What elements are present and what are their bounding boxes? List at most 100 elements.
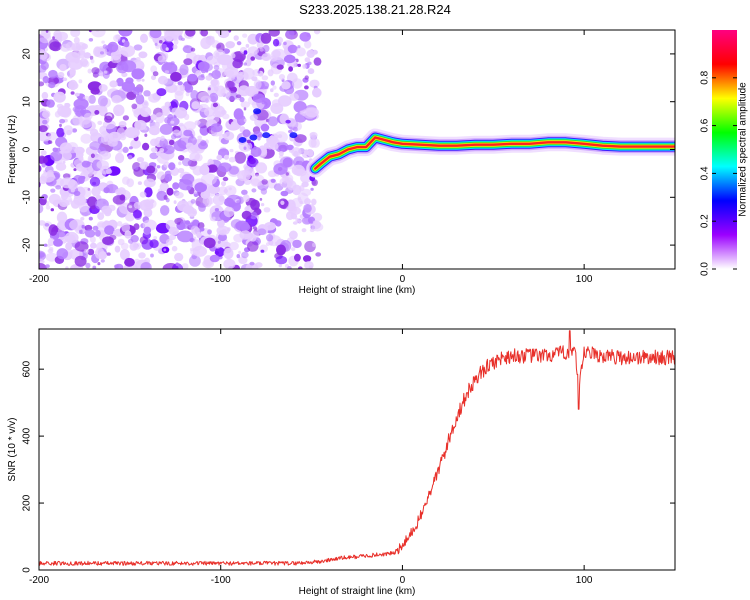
noise-blob (305, 107, 319, 118)
noise-blob (295, 217, 299, 222)
noise-blob (253, 108, 262, 115)
noise-blob (149, 199, 155, 204)
noise-blob (120, 45, 136, 57)
noise-blob (257, 137, 261, 141)
noise-blob (122, 115, 129, 121)
noise-blob (273, 92, 279, 98)
noise-blob (131, 103, 138, 110)
noise-blob (69, 219, 85, 231)
noise-blob (156, 171, 166, 180)
noise-blob (287, 266, 292, 269)
snr-data-point (656, 356, 658, 358)
noise-blob (222, 176, 229, 182)
snr-data-point (529, 355, 531, 357)
y-tick-label: 0 (22, 567, 33, 573)
noise-blob (287, 44, 298, 54)
noise-blob (209, 92, 219, 103)
noise-blob (262, 132, 271, 139)
noise-blob (291, 164, 305, 176)
noise-blob (291, 147, 302, 157)
noise-blob (272, 38, 280, 47)
noise-blob (280, 200, 285, 205)
noise-blob (306, 32, 311, 37)
noise-blob (90, 153, 95, 159)
noise-blob (125, 77, 134, 84)
noise-blob (177, 230, 194, 243)
noise-blob (39, 258, 44, 263)
noise-blob (306, 49, 315, 59)
noise-blob (80, 133, 92, 144)
noise-blob (235, 220, 250, 231)
noise-blob (278, 74, 286, 80)
noise-blob (80, 217, 85, 221)
snr-frame (38, 328, 676, 571)
noise-blob (229, 148, 234, 153)
colorbar-tick-label: 0.8 (700, 70, 711, 84)
noise-blob (315, 252, 322, 257)
noise-blob (239, 96, 245, 103)
noise-blob (223, 131, 235, 141)
noise-blob (78, 79, 83, 84)
noise-blob (257, 134, 263, 138)
noise-blob (62, 77, 68, 82)
noise-blob (45, 205, 51, 210)
noise-blob (90, 58, 95, 64)
noise-blob (59, 123, 62, 127)
noise-blob (286, 211, 294, 221)
noise-blob (143, 198, 157, 209)
snr-data-point (429, 492, 431, 494)
ridge-point (438, 144, 440, 146)
noise-blob (225, 41, 235, 49)
noise-blob (274, 141, 289, 153)
ridge-point (401, 143, 403, 145)
noise-blob (217, 54, 233, 66)
noise-blob (260, 32, 272, 44)
noise-blob (275, 220, 282, 227)
noise-blob (243, 118, 247, 122)
noise-blob (138, 51, 148, 59)
noise-blob (187, 73, 198, 82)
noise-blob (98, 105, 106, 113)
noise-blob (235, 94, 242, 99)
noise-blob (301, 188, 312, 197)
noise-blob (276, 244, 286, 256)
noise-blob (100, 259, 105, 263)
noise-blob (214, 105, 226, 118)
colorbar-tick-label: 0.2 (700, 214, 711, 228)
noise-blob (108, 131, 122, 142)
noise-blob (303, 149, 309, 156)
noise-blob (59, 142, 73, 154)
noise-blob (277, 95, 292, 107)
spectrogram-plot-area (39, 30, 675, 269)
noise-blob (190, 47, 196, 52)
noise-blob (193, 190, 197, 194)
noise-blob (130, 139, 142, 149)
noise-blob (260, 249, 265, 253)
noise-blob (245, 43, 250, 48)
noise-blob (143, 178, 156, 188)
noise-blob (274, 241, 278, 246)
noise-blob (73, 168, 77, 172)
noise-blob (238, 85, 250, 97)
noise-blob (124, 257, 135, 267)
noise-blob (39, 81, 45, 87)
noise-blob (270, 88, 274, 93)
noise-blob (285, 119, 291, 124)
noise-blob (107, 41, 119, 53)
noise-blob (251, 76, 258, 82)
noise-blob (53, 91, 66, 103)
noise-blob (160, 43, 168, 52)
noise-blob (39, 263, 47, 269)
snr-data-point (338, 557, 340, 559)
noise-blob (132, 242, 142, 250)
noise-blob (218, 162, 232, 173)
noise-blob (165, 47, 169, 51)
noise-blob (52, 147, 58, 152)
snr-data-point (456, 415, 458, 417)
snr-plot-area (39, 330, 675, 566)
noise-blob (67, 179, 78, 190)
snr-axes: -200 -100 0 100 0 200 400 600 (22, 329, 675, 586)
noise-blob (121, 81, 135, 92)
colorbar: 0.0 0.2 0.4 0.6 0.8 Normalized spectral ampl… (700, 30, 749, 276)
